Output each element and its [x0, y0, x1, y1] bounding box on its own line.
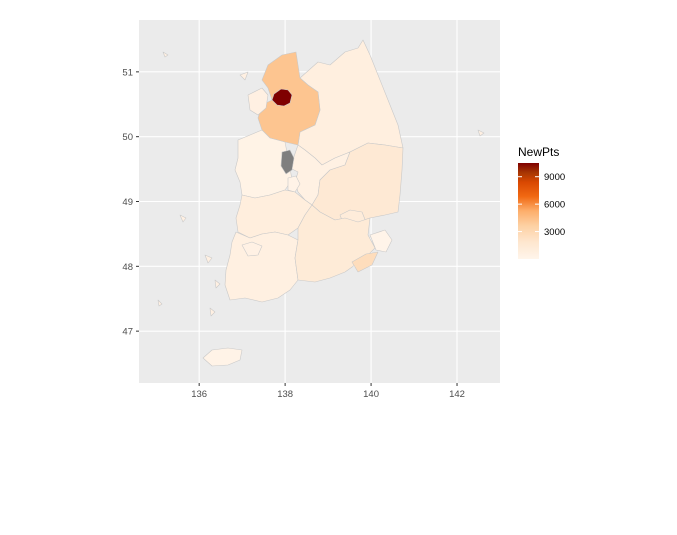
region-gwangju: [241, 241, 263, 257]
legend: NewPts 9000 6000 3000: [518, 145, 565, 259]
y-tick-label-51: 51: [122, 67, 133, 78]
region-seoul: [271, 88, 293, 107]
region-incheon: [247, 87, 269, 116]
x-tick-label-138: 138: [277, 389, 293, 400]
region-jeju: [202, 347, 243, 367]
island-1: [162, 51, 169, 58]
island-2: [179, 214, 187, 223]
y-tick-label-48: 48: [122, 262, 133, 273]
island-6: [477, 129, 485, 137]
region-ulsan: [369, 229, 393, 253]
x-tick-label-140: 140: [363, 389, 379, 400]
regions: [157, 39, 485, 367]
legend-colorbar: [518, 163, 539, 259]
region-daejeon: [287, 175, 301, 193]
x-tick-label-136: 136: [191, 389, 207, 400]
island-3: [204, 254, 213, 264]
legend-title: NewPts: [518, 145, 559, 159]
legend-label-9000: 9000: [544, 172, 565, 183]
island-4: [214, 279, 221, 289]
island-8: [157, 299, 163, 307]
region-sejong: [280, 149, 295, 175]
y-tick-label-49: 49: [122, 197, 133, 208]
axes: 136 138 140 142 47 48 49 50 51: [122, 67, 465, 400]
island-7: [239, 71, 249, 81]
legend-label-6000: 6000: [544, 200, 565, 211]
y-tick-label-50: 50: [122, 132, 133, 143]
region-busan: [351, 251, 379, 273]
island-5: [209, 307, 216, 317]
y-tick-label-47: 47: [122, 327, 133, 338]
region-jeonnam: [224, 231, 299, 303]
x-tick-label-142: 142: [449, 389, 465, 400]
legend-label-3000: 3000: [544, 227, 565, 238]
